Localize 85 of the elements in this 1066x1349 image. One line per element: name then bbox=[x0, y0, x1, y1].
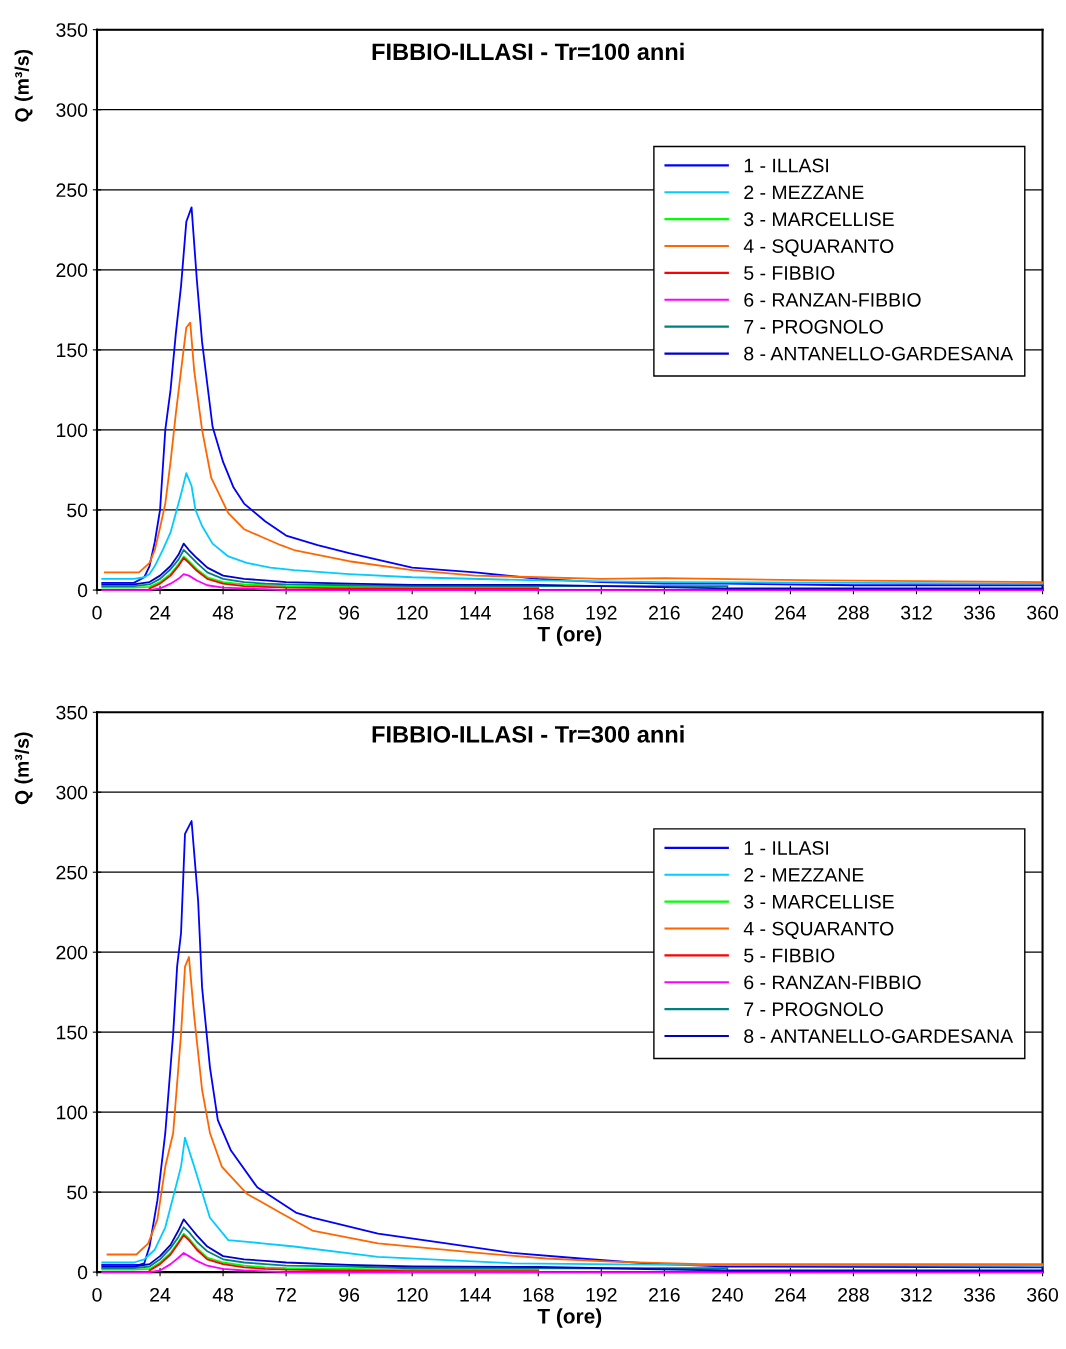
legend-label: 6 - RANZAN-FIBBIO bbox=[744, 292, 921, 307]
x-tick-label: 144 bbox=[460, 606, 491, 620]
x-tick-label: 24 bbox=[150, 605, 171, 620]
line-series bbox=[148, 1234, 540, 1273]
legend-label: 6 - RANZAN-FIBBIO bbox=[744, 975, 921, 990]
x-tick-label: 72 bbox=[276, 605, 296, 620]
line-series bbox=[101, 206, 1044, 587]
y-tick-label: 0 bbox=[77, 1265, 88, 1280]
line-series bbox=[101, 472, 1044, 585]
legend-label: 3 - MARCELLISE bbox=[744, 212, 894, 227]
x-tick-label: 360 bbox=[1027, 1287, 1059, 1302]
line-series bbox=[148, 557, 540, 590]
y-tick-label: 300 bbox=[56, 103, 88, 117]
x-tick-label: 96 bbox=[339, 605, 360, 620]
x-tick-label: 264 bbox=[775, 1287, 807, 1302]
y-tick-label: 350 bbox=[56, 23, 88, 37]
x-axis-title: T (ore) bbox=[537, 626, 602, 646]
legend-label: 2 - MEZZANE bbox=[744, 185, 864, 200]
legend-label: 5 - FIBBIO bbox=[744, 948, 835, 963]
x-tick-label: 72 bbox=[276, 1287, 296, 1302]
x-tick-label: 48 bbox=[212, 605, 234, 620]
y-tick-label: 0 bbox=[77, 583, 88, 598]
legend-label: 1 - ILLASI bbox=[744, 841, 829, 855]
x-tick-label: 312 bbox=[901, 1287, 932, 1302]
x-tick-label: 360 bbox=[1027, 605, 1059, 620]
y-tick-label: 250 bbox=[56, 183, 88, 198]
y-tick-label: 50 bbox=[67, 1185, 88, 1200]
x-tick-label: 216 bbox=[649, 605, 680, 620]
line-series bbox=[101, 1226, 729, 1270]
x-tick-label: 0 bbox=[92, 605, 102, 620]
line-series bbox=[101, 820, 1044, 1269]
line-series bbox=[101, 542, 1044, 590]
line-series bbox=[101, 1232, 540, 1271]
x-tick-label: 240 bbox=[712, 1287, 743, 1302]
legend-label: 7 - PROGNOLO bbox=[744, 1002, 883, 1017]
y-tick-label: 300 bbox=[56, 785, 88, 800]
y-tick-label: 350 bbox=[56, 705, 88, 720]
x-tick-label: 288 bbox=[838, 605, 869, 620]
y-tick-label: 200 bbox=[56, 945, 88, 960]
line-series bbox=[101, 1136, 1044, 1267]
y-axis-title: Q (m³/s) bbox=[14, 732, 33, 805]
line-series bbox=[101, 1218, 1044, 1272]
legend-label: 7 - PROGNOLO bbox=[744, 319, 883, 334]
x-tick-label: 192 bbox=[586, 605, 617, 620]
legend-label: 8 - ANTANELLO-GARDESANA bbox=[744, 346, 1014, 361]
x-tick-label: 120 bbox=[397, 1287, 428, 1302]
x-tick-label: 264 bbox=[775, 605, 807, 620]
x-tick-label: 48 bbox=[212, 1287, 234, 1302]
x-tick-label: 240 bbox=[712, 605, 743, 620]
legend-label: 2 - MEZZANE bbox=[744, 867, 864, 882]
x-tick-label: 288 bbox=[838, 1287, 869, 1302]
y-tick-label: 150 bbox=[57, 1025, 88, 1040]
x-tick-label: 336 bbox=[964, 605, 995, 620]
line-series bbox=[101, 573, 1044, 591]
legend-label: 8 - ANTANELLO-GARDESANA bbox=[744, 1029, 1014, 1043]
legend-label: 4 - SQUARANTO bbox=[743, 921, 894, 939]
legend-label: 4 - SQUARANTO bbox=[743, 239, 894, 257]
chart-title: FIBBIO-ILLASI - Tr=300 anni bbox=[372, 725, 684, 743]
legend-label: 1 - ILLASI bbox=[744, 158, 829, 173]
x-tick-label: 144 bbox=[460, 1288, 491, 1302]
line-series bbox=[101, 549, 729, 588]
x-tick-label: 168 bbox=[523, 605, 554, 620]
line-series bbox=[101, 555, 540, 589]
x-tick-label: 336 bbox=[964, 1287, 995, 1302]
x-tick-label: 168 bbox=[523, 1287, 554, 1302]
x-tick-label: 120 bbox=[397, 605, 428, 620]
chart-title: FIBBIO-ILLASI - Tr=100 anni bbox=[372, 42, 684, 61]
x-axis-title: T (ore) bbox=[537, 1308, 602, 1328]
x-tick-label: 96 bbox=[339, 1287, 360, 1302]
legend-label: 5 - FIBBIO bbox=[744, 266, 835, 280]
line-series bbox=[101, 1252, 1044, 1274]
x-tick-label: 0 bbox=[92, 1287, 102, 1302]
x-tick-label: 192 bbox=[586, 1287, 617, 1302]
y-tick-label: 100 bbox=[57, 423, 88, 438]
y-tick-label: 100 bbox=[57, 1105, 88, 1120]
line-series bbox=[103, 321, 1044, 583]
legend-label: 3 - MARCELLISE bbox=[744, 894, 894, 909]
y-tick-label: 50 bbox=[67, 503, 88, 518]
y-tick-label: 150 bbox=[57, 343, 88, 358]
x-tick-label: 216 bbox=[649, 1287, 680, 1302]
x-tick-label: 24 bbox=[150, 1287, 171, 1302]
y-tick-label: 250 bbox=[56, 865, 88, 880]
y-axis-title: Q (m³/s) bbox=[14, 49, 33, 122]
x-tick-label: 312 bbox=[901, 605, 932, 620]
y-tick-label: 200 bbox=[56, 263, 88, 278]
